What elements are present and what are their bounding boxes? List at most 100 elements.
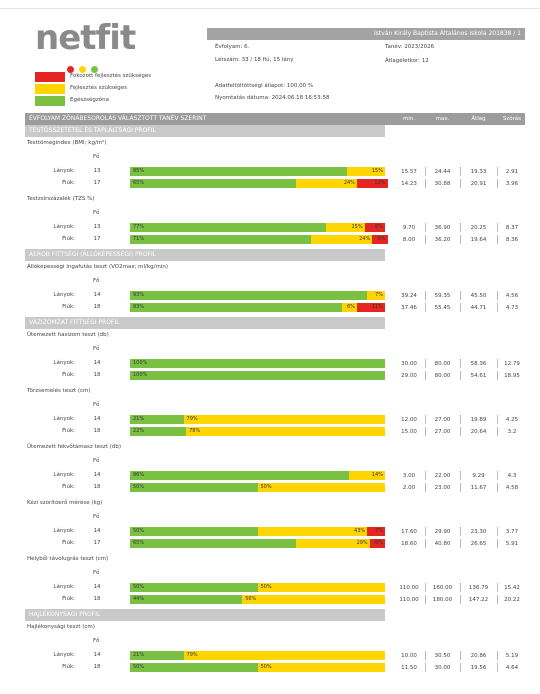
bar-segment: 78%	[186, 427, 385, 436]
group-label: Fiúk:	[62, 484, 75, 490]
count: 14	[93, 652, 101, 658]
column-separator	[460, 539, 461, 548]
stat-value: 20.91	[470, 180, 487, 187]
count: 18	[93, 484, 101, 490]
segment-label: 8%	[375, 224, 383, 230]
stat-value: 5.19	[505, 652, 519, 659]
stat-value: 27.00	[434, 416, 451, 423]
info: Tanév: 2023/2026	[385, 44, 435, 50]
stat-value: 36.20	[434, 236, 451, 243]
stat-value: 29.90	[434, 528, 451, 535]
bar-segment: 6%	[341, 303, 357, 312]
stat-value: 11.50	[401, 664, 417, 671]
section-header: TESTÖSSZETÉTEL ÉS TÁPLÁLTSÁGI PROFIL	[25, 125, 385, 137]
bar-segment: 71%	[130, 235, 312, 244]
count-header: Fő	[93, 346, 100, 352]
stat-value: 18.95	[504, 372, 520, 379]
column-header: max.	[435, 116, 450, 122]
column-separator	[425, 223, 426, 232]
bar-segment: 11%	[356, 303, 385, 312]
column-separator	[425, 291, 426, 300]
stat-value: 29.00	[401, 372, 417, 379]
segment-label: 50%	[260, 584, 272, 590]
segment-label: 12%	[374, 180, 386, 186]
section-header: HAJLÉKONYSÁGI PROFIL	[25, 609, 385, 621]
segment-label: 44%	[133, 596, 145, 602]
segment-label: 21%	[133, 652, 145, 658]
segment-label: 7%	[375, 292, 383, 298]
segment-label: 79%	[186, 416, 198, 422]
stat-value: 14.23	[401, 180, 417, 187]
count-header: Fő	[93, 570, 100, 576]
count: 14	[93, 416, 101, 422]
column-separator	[425, 167, 426, 176]
stat-value: 19.89	[470, 416, 487, 423]
column-separator	[425, 303, 426, 312]
segment-label: 65%	[133, 540, 145, 546]
stat-value: 36.90	[434, 224, 451, 231]
stat-value: 19.33	[470, 168, 487, 175]
bar-segment: 24%	[295, 179, 357, 188]
bar-segment: 44%	[130, 595, 243, 604]
stat-value: 160.00	[432, 584, 453, 591]
group-label: Lányok:	[53, 360, 75, 366]
count-header: Fő	[93, 458, 100, 464]
segment-label: 6%	[377, 236, 386, 242]
legend-label: Fejlesztés szükséges	[70, 85, 128, 91]
bar-segment: 79%	[183, 415, 385, 424]
column-separator	[497, 359, 498, 368]
segment-label: 22%	[133, 428, 145, 434]
column-separator	[497, 179, 498, 188]
info: Évfolyam: 6.	[215, 44, 250, 50]
column-separator	[497, 235, 498, 244]
stat-value: 20.22	[504, 596, 520, 603]
segment-label: 7%	[375, 528, 383, 534]
segment-label: 29%	[356, 540, 368, 546]
test-title: Helyből távolugrás teszt (cm)	[27, 556, 109, 562]
count: 13	[93, 168, 101, 174]
column-separator	[425, 415, 426, 424]
segment-label: 11%	[371, 304, 383, 310]
bar-segment: 50%	[257, 483, 385, 492]
stat-value: 2.00	[402, 484, 416, 491]
stat-value: 12.79	[504, 360, 520, 367]
bar-segment: 15%	[326, 223, 365, 232]
count-header: Fő	[93, 402, 100, 408]
bar-segment: 79%	[183, 651, 385, 660]
legend-label: Egészségzóna	[70, 97, 109, 103]
column-separator	[497, 427, 498, 436]
legend-swatch	[35, 72, 65, 82]
bar-segment: 100%	[130, 371, 385, 380]
column-separator	[460, 371, 461, 380]
stat-value: 8.00	[402, 236, 416, 243]
stat-value: 19.64	[470, 236, 487, 243]
column-separator	[425, 471, 426, 480]
count: 18	[93, 596, 101, 602]
column-separator	[460, 427, 461, 436]
top-rule	[0, 8, 540, 9]
column-separator	[425, 427, 426, 436]
column-separator	[460, 595, 461, 604]
stat-value: 27.00	[434, 428, 451, 435]
segment-label: 100%	[133, 372, 148, 378]
stat-value: 15.57	[401, 168, 417, 175]
stat-value: 19.56	[470, 664, 487, 671]
column-separator	[497, 651, 498, 660]
column-separator	[460, 179, 461, 188]
bar-segment: 8%	[364, 223, 385, 232]
stat-value: 136.79	[468, 584, 489, 591]
bar-segment: 21%	[130, 415, 184, 424]
count: 17	[93, 236, 101, 242]
count: 13	[93, 224, 101, 230]
bar-segment: 65%	[130, 179, 296, 188]
bar-segment: 14%	[349, 471, 385, 480]
group-label: Lányok:	[53, 528, 75, 534]
count-header: Fő	[93, 638, 100, 644]
info: Létszám: 33 / 18 fiú, 15 lány	[215, 57, 294, 63]
info: Nyomtatás dátuma: 2024.06.18 16:53:58	[215, 95, 330, 101]
stat-value: 15.00	[401, 428, 417, 435]
bar-segment: 85%	[130, 167, 347, 176]
info: Átlagéletkor: 12	[385, 58, 429, 64]
test-title: Testtömegindex (BMI; kg/m²)	[27, 140, 107, 146]
test-title: Ütemezett hasizom teszt (db)	[27, 332, 109, 338]
